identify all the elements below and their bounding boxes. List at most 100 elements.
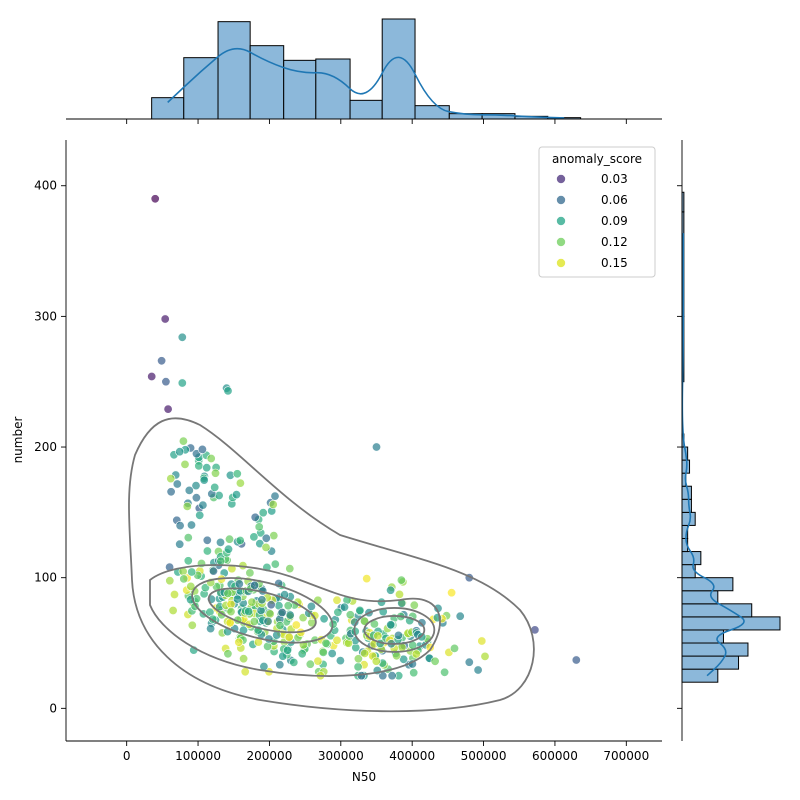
- x-tick-label: 100000: [175, 749, 221, 763]
- scatter-point: [266, 600, 276, 610]
- scatter-point: [297, 649, 307, 659]
- scatter-point: [360, 648, 370, 658]
- top-kde-line: [167, 47, 565, 119]
- scatter-point: [283, 601, 293, 611]
- scatter-point: [165, 576, 175, 586]
- legend-frame: [538, 146, 656, 278]
- scatter-point: [327, 648, 337, 658]
- scatter-point: [233, 594, 243, 604]
- right-marginal-ticks: [677, 185, 682, 709]
- scatter-point: [394, 589, 404, 599]
- scatter-point: [175, 539, 185, 549]
- scatter-point: [430, 656, 440, 666]
- top-histogram-bar: [183, 57, 219, 120]
- scatter-point: [199, 475, 209, 485]
- scatter-point: [477, 636, 487, 646]
- scatter-point: [275, 620, 285, 630]
- top-histogram-bars: [151, 18, 582, 120]
- x-tick-label: 300000: [318, 749, 364, 763]
- y-tick-label: 200: [34, 440, 57, 454]
- scatter-point: [411, 649, 421, 659]
- top-histogram-bar: [151, 97, 185, 120]
- scatter-point: [464, 657, 474, 667]
- y-tick-label: 0: [49, 701, 57, 715]
- scatter-point: [247, 597, 257, 607]
- scatter-point: [355, 605, 365, 615]
- scatter-point: [184, 485, 194, 495]
- scatter-point: [269, 531, 279, 541]
- scatter-point: [277, 607, 287, 617]
- scatter-point: [232, 469, 242, 479]
- scatter-point: [278, 651, 288, 661]
- scatter-point: [333, 607, 343, 617]
- scatter-point: [210, 482, 220, 492]
- scatter-point: [168, 605, 178, 615]
- scatter-point: [245, 568, 255, 578]
- scatter-point: [166, 474, 176, 484]
- scatter-point: [371, 442, 381, 452]
- scatter-point: [261, 542, 271, 552]
- x-axis-ticks: 0 100000 200000 300000 400000 500000 600000 700…: [123, 741, 649, 763]
- scatter-point: [214, 490, 224, 500]
- scatter-point: [480, 651, 490, 661]
- top-histogram-bar: [315, 58, 351, 120]
- scatter-point: [234, 579, 244, 589]
- right-histogram-bar: [681, 655, 740, 670]
- top-histogram-bar: [249, 45, 285, 120]
- legend-marker: [556, 258, 566, 268]
- legend-entry-label: 0.06: [601, 193, 628, 207]
- top-histogram-bar: [217, 21, 251, 120]
- scatter-point: [198, 500, 208, 510]
- y-tick-label: 100: [34, 571, 57, 585]
- scatter-point: [157, 356, 167, 366]
- y-axis-label: number: [11, 417, 25, 464]
- legend: anomaly_score 0.03 0.06 0.09 0.12 0.15: [538, 146, 656, 278]
- scatter-point: [291, 620, 301, 630]
- scatter-point: [235, 478, 245, 488]
- scatter-point: [284, 632, 294, 642]
- scatter-point: [244, 606, 254, 616]
- scatter-point: [239, 654, 249, 664]
- main-plot: 0 100000 200000 300000 400000 500000 600000 700…: [11, 140, 662, 784]
- scatter-point: [223, 649, 233, 659]
- scatter-point: [258, 508, 268, 518]
- scatter-point: [163, 404, 173, 414]
- scatter-point: [332, 635, 342, 645]
- y-tick-label: 300: [34, 309, 57, 323]
- scatter-point: [353, 654, 363, 664]
- scatter-point: [306, 601, 316, 611]
- scatter-point: [211, 468, 221, 478]
- scatter-point: [180, 459, 190, 469]
- right-marginal: [677, 140, 781, 741]
- scatter-point: [305, 659, 315, 669]
- legend-marker: [556, 237, 566, 247]
- scatter-point: [250, 512, 260, 522]
- scatter-point: [373, 631, 383, 641]
- scatter-point: [197, 444, 207, 454]
- scatter-point: [393, 630, 403, 640]
- scatter-point: [186, 581, 196, 591]
- scatter-point: [392, 651, 402, 661]
- x-tick-label: 200000: [247, 749, 293, 763]
- scatter-point: [265, 609, 275, 619]
- scatter-point: [187, 620, 197, 630]
- scatter-point: [216, 537, 226, 547]
- legend-entry-label: 0.03: [601, 172, 628, 186]
- scatter-point: [318, 647, 328, 657]
- scatter-point: [319, 614, 329, 624]
- scatter-point: [417, 618, 427, 628]
- y-axis-ticks: 0 100 200 300 400: [34, 179, 66, 715]
- scatter-point: [177, 378, 187, 388]
- scatter-point: [206, 453, 216, 463]
- scatter-point: [166, 487, 176, 497]
- x-tick-label: 700000: [603, 749, 649, 763]
- scatter-point: [223, 588, 233, 598]
- scatter-point: [178, 436, 188, 446]
- x-tick-label: 400000: [389, 749, 435, 763]
- scatter-point: [571, 655, 581, 665]
- legend-entry-label: 0.09: [601, 214, 628, 228]
- scatter-point: [191, 493, 201, 503]
- scatter-point: [285, 564, 295, 574]
- scatter-point: [396, 575, 406, 585]
- kde-contour: [353, 607, 436, 653]
